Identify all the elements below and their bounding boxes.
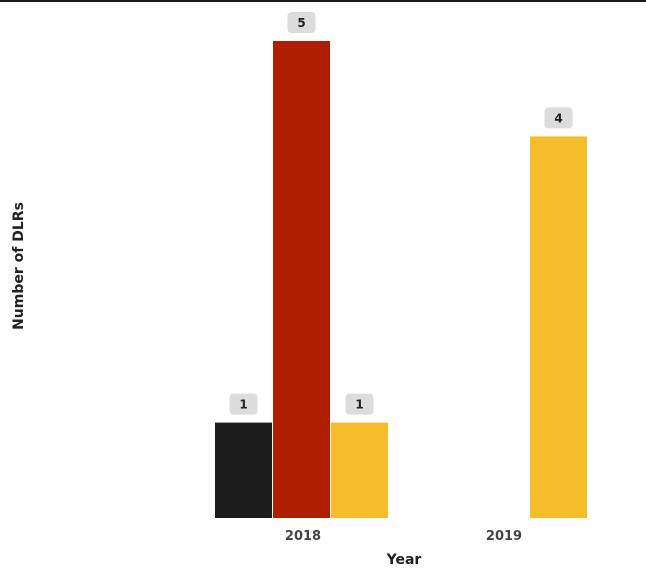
x-tick-label-2018: 2018 <box>285 529 321 544</box>
data-label-background-1 <box>287 12 316 33</box>
data-label-2: 1 <box>355 398 363 412</box>
data-label-background-2 <box>345 393 374 415</box>
bars-layer <box>215 41 587 518</box>
x-tick-label-2019: 2019 <box>486 529 522 544</box>
y-axis-title: Number of DLRs <box>11 202 27 330</box>
top-border-line <box>0 0 646 2</box>
x-axis: 2018 2019 <box>285 529 522 544</box>
data-label-background-3 <box>544 107 573 129</box>
bar-2019-3 <box>530 136 587 518</box>
data-label-0: 1 <box>239 398 247 412</box>
data-label-3: 4 <box>554 111 562 125</box>
bar-2018-0 <box>215 422 272 518</box>
data-label-1: 5 <box>297 16 305 30</box>
x-axis-title: Year <box>386 552 422 568</box>
bar-2018-2 <box>331 422 388 518</box>
bar-2018-1 <box>273 41 330 518</box>
data-label-background-0 <box>229 393 258 415</box>
